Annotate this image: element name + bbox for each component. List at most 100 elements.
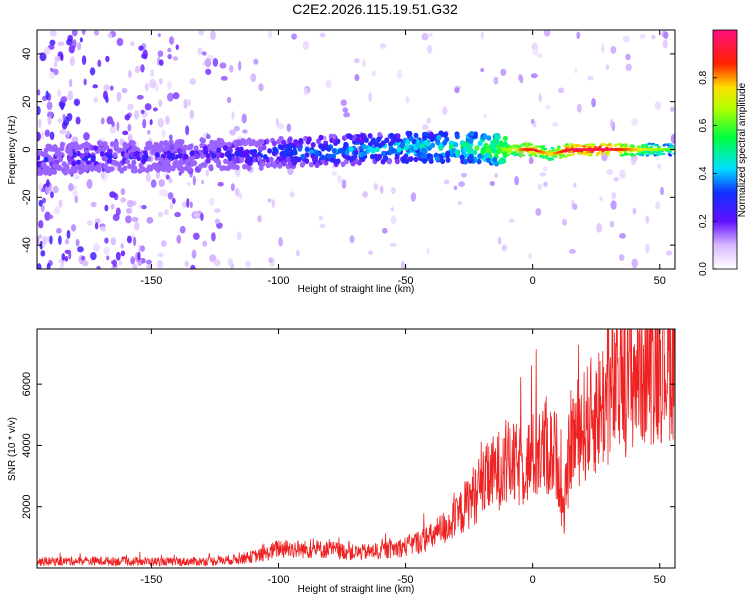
- noise-blob: [278, 237, 283, 247]
- ridge-blob: [377, 132, 383, 138]
- ridge-blob: [667, 153, 672, 156]
- ridge-blob: [596, 152, 601, 155]
- noise-blob: [441, 106, 448, 116]
- noise-blob: [104, 204, 109, 212]
- top-y-tick-label: -40: [21, 237, 33, 253]
- colorbar-ticks: 0.0 0.2 0.4 0.6 0.8: [698, 70, 717, 276]
- ridge-blob: [226, 153, 232, 159]
- noise-blob: [538, 93, 542, 103]
- ridge-blob: [350, 155, 356, 161]
- ridge-blob: [173, 144, 179, 150]
- noise-blob: [219, 62, 227, 69]
- ridge-blob: [468, 153, 474, 160]
- noise-blob: [134, 221, 140, 231]
- noise-blob: [130, 256, 136, 265]
- noise-blob: [81, 30, 86, 35]
- noise-blob: [172, 92, 180, 100]
- ridge-blob: [520, 151, 524, 154]
- noise-blob: [90, 251, 97, 261]
- ridge-blob: [335, 138, 341, 145]
- noise-blob: [202, 240, 208, 247]
- ridge-blob: [113, 141, 119, 147]
- noise-blob: [49, 235, 53, 245]
- ridge-blob: [404, 144, 410, 151]
- ridge-blob: [287, 137, 293, 143]
- bottom-y-axis-label: SNR (10 * v/v): [7, 417, 18, 481]
- ridge-blob: [52, 169, 58, 175]
- noise-blob: [379, 185, 384, 194]
- ridge-blob: [279, 155, 285, 161]
- noise-blob: [133, 236, 137, 247]
- ridge-blob: [640, 153, 645, 157]
- noise-blob: [125, 207, 133, 214]
- noise-blob: [242, 129, 248, 134]
- noise-blob: [112, 259, 118, 268]
- ridge-blob: [360, 137, 366, 143]
- noise-blob: [625, 63, 632, 72]
- noise-blob: [201, 51, 207, 56]
- noise-blob: [64, 256, 69, 262]
- noise-blob: [258, 83, 264, 92]
- noise-blob: [58, 235, 62, 245]
- noise-blob: [126, 235, 132, 244]
- top-y-tick-label: 20: [21, 96, 33, 108]
- ridge-blob: [261, 144, 267, 151]
- noise-blob: [110, 237, 117, 246]
- ridge-blob: [630, 144, 635, 147]
- noise-blob: [59, 263, 64, 269]
- noise-blob: [41, 197, 46, 204]
- noise-blob: [125, 215, 132, 224]
- ridge-blob: [584, 143, 589, 146]
- noise-blob: [186, 197, 190, 208]
- noise-blob: [631, 118, 638, 126]
- ridge-blob: [672, 152, 675, 155]
- noise-blob: [268, 257, 273, 264]
- noise-blob: [231, 111, 235, 120]
- noise-blob: [74, 174, 80, 180]
- noise-blob: [601, 43, 605, 54]
- ridge-blob: [52, 144, 58, 151]
- ridge-blob: [597, 146, 602, 149]
- ridge-blob: [103, 163, 109, 170]
- noise-blob: [303, 87, 308, 96]
- ridge-blob: [583, 150, 587, 154]
- ridge-blob: [490, 146, 496, 153]
- ridge-blob: [538, 154, 543, 158]
- ridge-blob: [413, 156, 419, 163]
- ridge-blob: [527, 142, 531, 145]
- ridge-blob: [211, 152, 217, 159]
- ridge-blob: [647, 142, 652, 145]
- ridge-blob: [646, 150, 651, 153]
- ridge-blob: [183, 153, 189, 160]
- noise-blob: [480, 67, 485, 73]
- noise-blob: [90, 201, 97, 208]
- noise-blob: [121, 87, 128, 94]
- noise-blob: [77, 42, 82, 51]
- ridge-blob: [350, 160, 356, 167]
- noise-blob: [40, 204, 45, 212]
- noise-blob: [572, 203, 578, 210]
- noise-blob: [126, 199, 134, 208]
- chart-title: C2E2.2026.115.19.51.G32: [292, 1, 458, 17]
- noise-blob: [57, 89, 62, 97]
- noise-blob: [576, 31, 581, 40]
- noise-blob: [331, 170, 338, 176]
- noise-blob: [166, 92, 174, 102]
- colorbar-tick-label: 0.4: [698, 166, 709, 180]
- noise-blob: [655, 201, 661, 210]
- ridge-blob: [657, 145, 661, 149]
- ridge-blob: [361, 143, 367, 150]
- noise-blob: [73, 98, 80, 107]
- noise-blob: [142, 118, 147, 129]
- noise-blob: [57, 118, 63, 124]
- ridge-blob: [101, 155, 107, 161]
- noise-blob: [271, 199, 275, 208]
- noise-blob: [40, 250, 46, 257]
- noise-blob: [530, 73, 538, 79]
- ridge-blob: [370, 139, 376, 145]
- noise-blob: [53, 61, 58, 68]
- noise-blob: [68, 249, 72, 260]
- noise-blob: [268, 30, 273, 39]
- ridge-blob: [498, 140, 504, 146]
- top-x-tick-label: -150: [140, 275, 162, 287]
